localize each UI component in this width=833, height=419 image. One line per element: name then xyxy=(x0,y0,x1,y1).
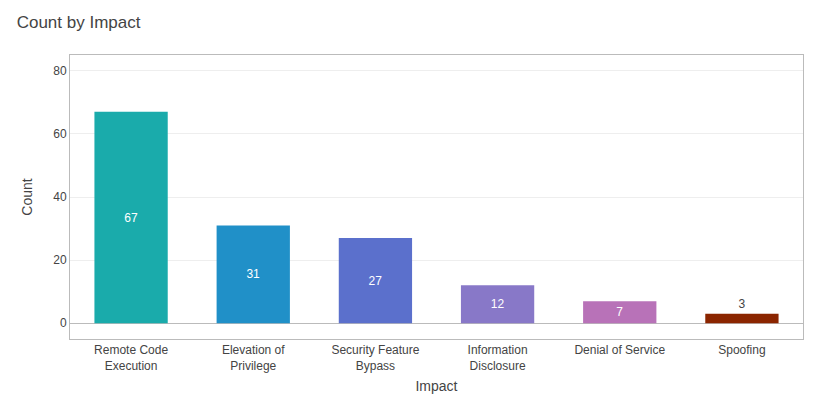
svg-text:12: 12 xyxy=(491,297,505,311)
svg-text:Impact: Impact xyxy=(415,378,457,394)
svg-text:Count: Count xyxy=(19,178,35,215)
svg-text:80: 80 xyxy=(53,64,67,78)
svg-text:67: 67 xyxy=(124,211,138,225)
svg-text:InformationDisclosure: InformationDisclosure xyxy=(468,343,528,373)
svg-text:Security FeatureBypass: Security FeatureBypass xyxy=(331,343,419,373)
svg-text:60: 60 xyxy=(53,127,67,141)
svg-text:Remote CodeExecution: Remote CodeExecution xyxy=(94,343,168,373)
svg-text:27: 27 xyxy=(369,274,383,288)
svg-text:20: 20 xyxy=(53,253,67,267)
svg-text:0: 0 xyxy=(60,316,67,330)
svg-text:7: 7 xyxy=(616,305,623,319)
svg-text:31: 31 xyxy=(246,267,260,281)
svg-text:Elevation ofPrivilege: Elevation ofPrivilege xyxy=(222,343,285,373)
svg-text:Spoofing: Spoofing xyxy=(718,343,765,357)
svg-text:3: 3 xyxy=(738,297,745,311)
svg-text:Denial of Service: Denial of Service xyxy=(574,343,665,357)
svg-text:Count by Impact: Count by Impact xyxy=(17,13,141,32)
svg-text:40: 40 xyxy=(53,190,67,204)
